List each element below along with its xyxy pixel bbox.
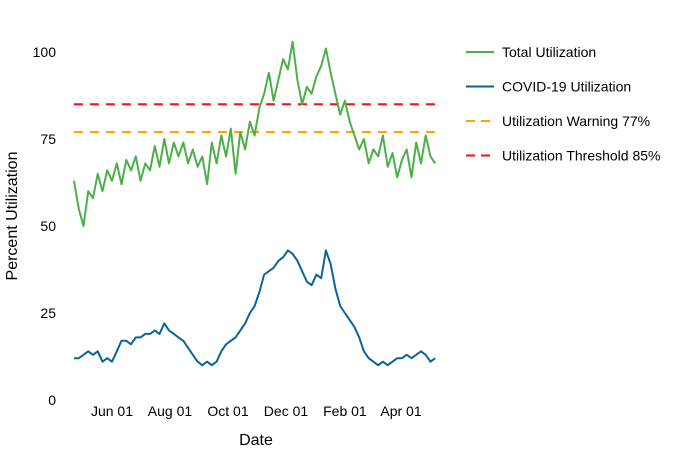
x-tick-label: Jun 01 [91,403,133,419]
legend-label: Total Utilization [502,44,596,60]
y-axis-ticks: 0 25 50 75 100 [33,44,57,408]
y-tick-label: 0 [48,392,56,408]
y-tick-label: 50 [40,218,56,234]
series-covid-19-utilization [74,249,436,367]
legend-label: COVID-19 Utilization [502,79,631,95]
y-tick-label: 25 [40,305,56,321]
x-axis-ticks: Jun 01 Aug 01 Oct 01 Dec 01 Feb 01 Apr 01 [91,403,422,419]
y-axis-label: Percent Utilization [4,152,21,281]
x-tick-label: Dec 01 [264,403,309,419]
y-tick-label: 100 [33,44,57,60]
x-tick-label: Aug 01 [148,403,193,419]
x-tick-label: Oct 01 [207,403,248,419]
y-tick-label: 75 [40,131,56,147]
legend-label: Utilization Warning 77% [502,113,650,129]
legend-item: Utilization Threshold 85% [466,148,661,164]
legend-label: Utilization Threshold 85% [502,148,661,164]
x-tick-label: Feb 01 [323,403,367,419]
legend-item: Total Utilization [466,44,596,60]
plot-area [73,40,437,367]
legend: Total Utilization COVID-19 Utilization Uti… [466,44,661,164]
legend-item: COVID-19 Utilization [466,79,631,95]
legend-item: Utilization Warning 77% [466,113,650,129]
series-total-utilization [73,40,437,227]
x-tick-label: Apr 01 [380,403,421,419]
x-axis-label: Date [239,432,273,449]
